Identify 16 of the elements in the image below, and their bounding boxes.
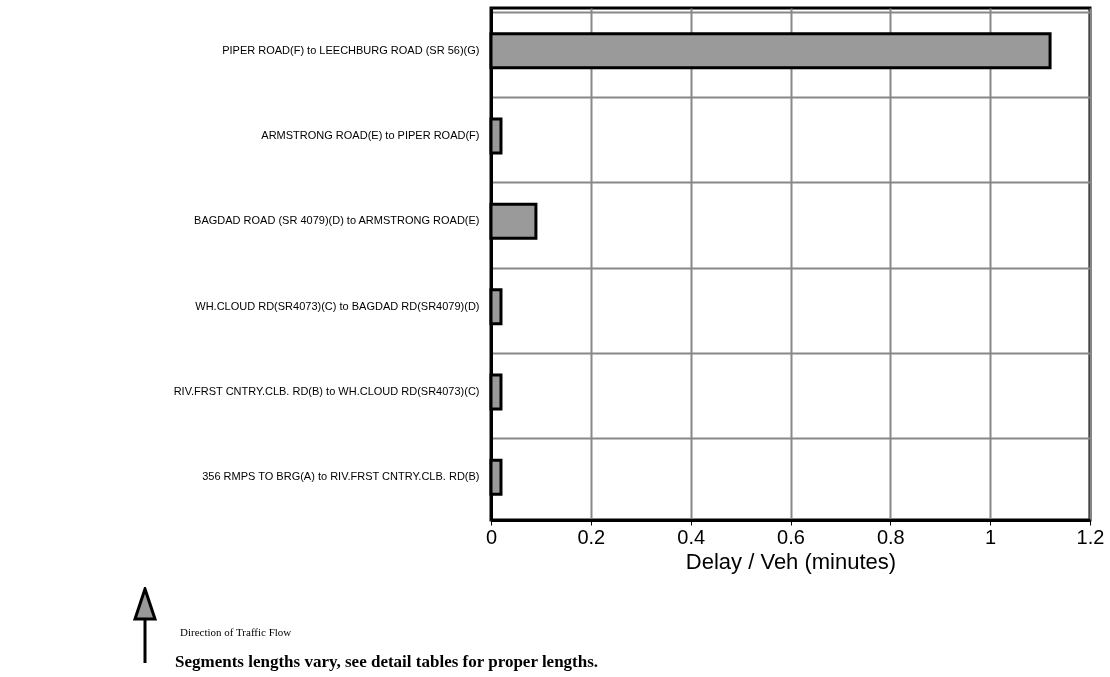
x-tick-label: 1 (985, 525, 997, 548)
x-tick-label: 0.4 (677, 525, 706, 548)
x-tick-label: 0.2 (577, 525, 606, 548)
y-tick-label: 356 RMPS TO BRG(A) to RIV.FRST CNTRY.CLB. RD(B) (202, 470, 480, 483)
text: Segments lengths vary, see detail tables for proper lengths. (175, 652, 599, 672)
y-tick-label: BAGDAD ROAD (SR 4079)(D) to ARMSTRONG ROAD(E) (194, 214, 480, 227)
y-tick-label: WH.CLOUD RD(SR4073)(C) to BAGDAD RD(SR4079)(D) (195, 299, 480, 312)
x-tick-label: 0.8 (876, 525, 905, 548)
y-tick-label: PIPER ROAD(F) to LEECHBURG ROAD (SR 56)(G) (222, 43, 480, 56)
y-tick-label: RIV.FRST CNTRY.CLB. RD(B) to WH.CLOUD RD(SR4073)(C) (173, 385, 480, 397)
x-tick-label: 0 (485, 525, 498, 548)
text: Direction of Traffic Flow (180, 626, 292, 638)
x-tick-label: 1.2 (1076, 525, 1105, 548)
y-tick-label: ARMSTRONG ROAD(E) to PIPER ROAD(F) (261, 129, 480, 141)
x-tick-label: 0.6 (777, 525, 805, 548)
x-axis-title: Delay / Veh (minutes) (685, 548, 897, 574)
